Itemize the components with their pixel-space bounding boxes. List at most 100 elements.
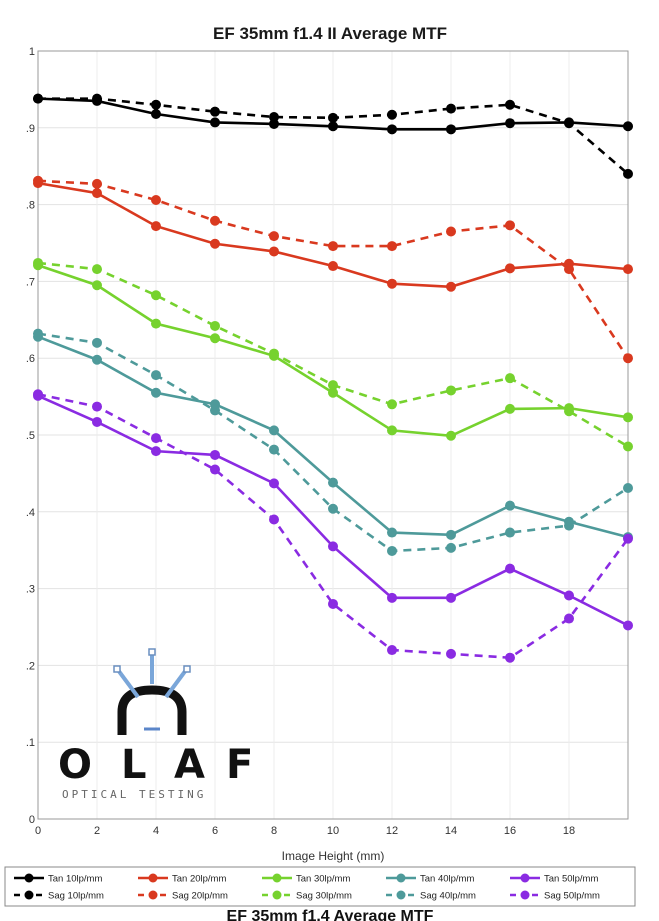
data-point	[387, 645, 397, 656]
legend-marker	[272, 873, 282, 883]
y-tick-label: .2	[26, 660, 35, 672]
x-tick-label: 0	[35, 825, 41, 837]
data-point	[505, 373, 515, 384]
data-point	[210, 333, 220, 344]
data-point	[387, 124, 397, 135]
legend: Tan 10lp/mm Sag 10lp/mm Tan 20lp/mm Sag 20l…	[4, 866, 636, 907]
data-point	[328, 112, 338, 123]
data-point	[269, 231, 279, 242]
data-point	[623, 482, 633, 493]
data-point	[387, 545, 397, 556]
series-sag-10lp-mm	[33, 93, 633, 179]
footer-caption: EF 35mm f1.4 Average MTF	[227, 908, 434, 921]
legend-marker	[396, 873, 406, 883]
y-tick-label: 0	[29, 814, 35, 826]
data-point	[210, 405, 220, 416]
data-point	[505, 403, 515, 414]
y-tick-label: .6	[26, 353, 35, 365]
x-tick-label: 4	[153, 825, 159, 837]
x-tick-label: 14	[445, 825, 457, 837]
data-point	[387, 425, 397, 436]
data-point	[446, 592, 456, 603]
data-point	[151, 99, 161, 110]
y-tick-label: .9	[26, 123, 35, 135]
series-sag-20lp-mm	[33, 175, 633, 364]
data-point	[269, 112, 279, 123]
data-point	[33, 389, 43, 400]
data-point	[328, 477, 338, 488]
data-point	[505, 563, 515, 574]
data-point	[269, 348, 279, 359]
data-point	[505, 220, 515, 231]
data-point	[33, 328, 43, 339]
data-point	[269, 425, 279, 436]
data-point	[269, 246, 279, 257]
data-point	[387, 527, 397, 538]
data-point	[92, 178, 102, 189]
data-point	[328, 121, 338, 132]
data-point	[33, 93, 43, 104]
data-point	[623, 533, 633, 544]
data-point	[151, 370, 161, 381]
y-tick-label: .7	[26, 276, 35, 288]
legend-marker	[520, 890, 530, 900]
data-point	[505, 527, 515, 538]
data-point	[623, 620, 633, 631]
y-tick-label: .4	[26, 507, 35, 519]
y-axis-ticks: 0 .1 .2 .3 .4 .5 .6 .7 .8 .9 1	[26, 46, 35, 826]
data-point	[446, 542, 456, 553]
y-tick-label: 1	[29, 46, 35, 58]
data-point	[446, 103, 456, 114]
data-point	[446, 648, 456, 659]
data-point	[564, 406, 574, 417]
data-point	[151, 446, 161, 457]
data-point	[210, 449, 220, 460]
legend-label: Tan 20lp/mm	[172, 874, 226, 885]
data-point	[564, 520, 574, 531]
series-sag-30lp-mm	[33, 257, 633, 452]
series-line	[37, 179, 630, 359]
logo-letter-f: F	[226, 742, 253, 788]
legend-marker	[24, 873, 34, 883]
data-point	[387, 109, 397, 120]
data-point	[623, 441, 633, 452]
legend-marker	[272, 890, 282, 900]
legend-label: Sag 20lp/mm	[172, 891, 228, 902]
x-tick-label: 16	[504, 825, 516, 837]
legend-item: Tan 30lp/mm	[262, 873, 350, 885]
x-tick-label: 2	[94, 825, 100, 837]
data-point	[623, 353, 633, 364]
legend-label: Tan 40lp/mm	[420, 874, 474, 885]
data-point	[387, 278, 397, 289]
legend-marker	[520, 873, 530, 883]
legend-marker	[148, 873, 158, 883]
data-point	[269, 444, 279, 455]
y-tick-label: .8	[26, 200, 35, 212]
legend-label: Tan 10lp/mm	[48, 874, 102, 885]
data-point	[387, 399, 397, 410]
data-point	[210, 464, 220, 475]
data-point	[387, 241, 397, 252]
legend-marker	[148, 890, 158, 900]
data-point	[151, 221, 161, 232]
data-point	[92, 280, 102, 291]
logo-letter-a: A	[174, 742, 205, 788]
legend-label: Sag 40lp/mm	[420, 891, 476, 902]
data-point	[623, 264, 633, 275]
data-point	[210, 106, 220, 117]
legend-item: Sag 50lp/mm	[510, 890, 600, 902]
x-axis-label: Image Height (mm)	[282, 849, 385, 863]
legend-item: Tan 20lp/mm	[138, 873, 226, 885]
data-point	[328, 387, 338, 398]
data-point	[328, 503, 338, 514]
data-point	[269, 478, 279, 489]
data-point	[151, 290, 161, 301]
data-point	[269, 118, 279, 129]
y-tick-label: .1	[26, 737, 35, 749]
x-tick-label: 18	[563, 825, 575, 837]
data-point	[92, 93, 102, 104]
olaf-logo: O L A F OPTICAL TESTING	[58, 648, 253, 801]
data-point	[92, 188, 102, 199]
data-point	[564, 590, 574, 601]
data-point	[151, 108, 161, 119]
